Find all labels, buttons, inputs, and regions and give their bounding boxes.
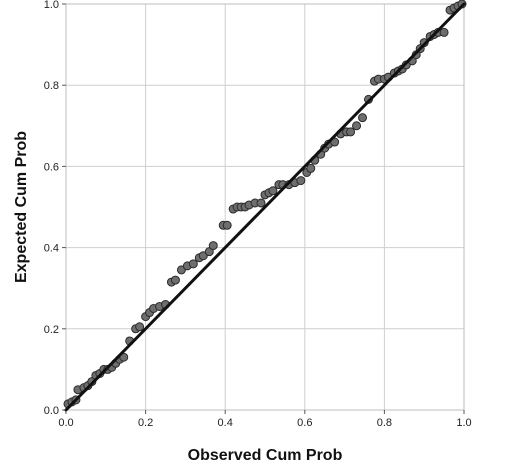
data-point	[256, 198, 266, 208]
y-tick-label: 1.0	[44, 0, 59, 11]
plot-area-frame	[65, 3, 465, 411]
data-point	[268, 186, 278, 196]
x-tick-label: 0.6	[297, 417, 312, 429]
axis-ticks: 0.0 0.2 0.4 0.6 0.8 1.0 0.0 0.2 0.4 0.6 0.8 1.0	[44, 0, 472, 429]
data-points	[63, 0, 467, 409]
data-point	[135, 322, 145, 332]
data-point	[306, 163, 316, 173]
x-tick-label: 0.0	[58, 417, 73, 429]
x-tick-label: 0.4	[218, 417, 233, 429]
reference-line	[64, 2, 466, 412]
y-axis-title: Expected Cum Prob	[13, 131, 30, 283]
data-point	[439, 27, 449, 37]
y-tick-label: 0.2	[44, 324, 59, 336]
y-tick-label: 0.0	[44, 405, 59, 417]
data-point	[188, 259, 198, 269]
x-axis-title: Observed Cum Prob	[188, 447, 343, 464]
data-point	[170, 275, 180, 285]
data-point	[346, 127, 356, 137]
y-tick-label: 0.6	[44, 161, 59, 173]
x-tick-label: 1.0	[456, 417, 471, 429]
data-point	[296, 176, 306, 186]
data-point	[358, 113, 368, 123]
y-tick-label: 0.8	[44, 80, 59, 92]
x-tick-label: 0.8	[377, 417, 392, 429]
data-point	[222, 220, 232, 230]
data-point	[352, 121, 362, 131]
data-point	[208, 241, 218, 251]
y-tick-label: 0.4	[44, 243, 59, 255]
x-tick-label: 0.2	[138, 417, 153, 429]
